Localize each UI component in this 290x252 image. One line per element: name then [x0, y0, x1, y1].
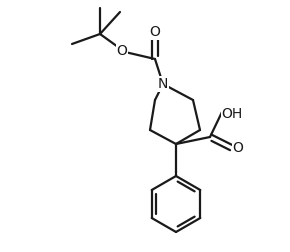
Text: O: O	[150, 25, 160, 39]
Text: O: O	[233, 141, 243, 155]
Text: OH: OH	[221, 107, 243, 121]
Text: O: O	[117, 44, 127, 58]
Text: N: N	[158, 77, 168, 91]
